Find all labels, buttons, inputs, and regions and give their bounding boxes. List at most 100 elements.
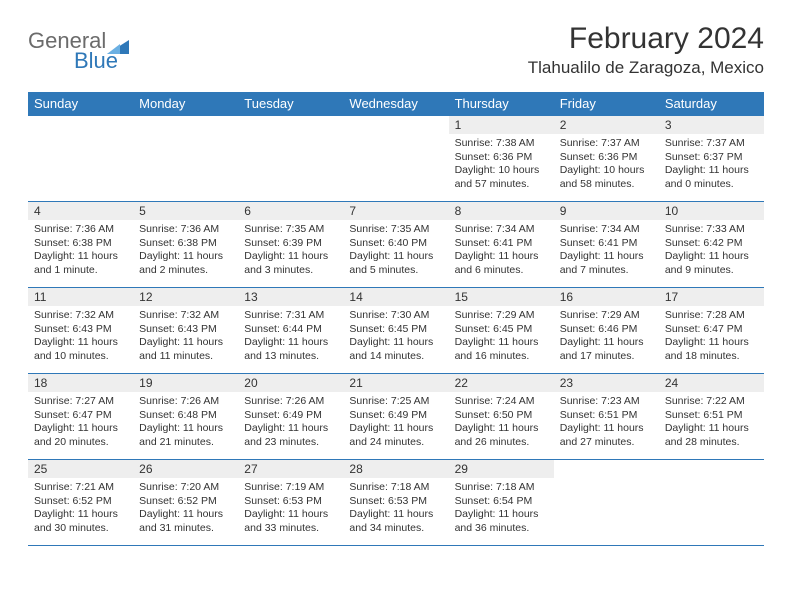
calendar-day-cell: 24Sunrise: 7:22 AMSunset: 6:51 PMDayligh… [659,374,764,460]
daylight-text: Daylight: 11 hours and 16 minutes. [455,336,548,363]
daylight-text: Daylight: 11 hours and 34 minutes. [349,508,442,535]
day-details: Sunrise: 7:30 AMSunset: 6:45 PMDaylight:… [343,306,448,368]
calendar-day-cell: 23Sunrise: 7:23 AMSunset: 6:51 PMDayligh… [554,374,659,460]
sunrise-text: Sunrise: 7:29 AM [455,309,548,323]
daylight-text: Daylight: 11 hours and 24 minutes. [349,422,442,449]
calendar-week-row: 18Sunrise: 7:27 AMSunset: 6:47 PMDayligh… [28,374,764,460]
day-details: Sunrise: 7:24 AMSunset: 6:50 PMDaylight:… [449,392,554,454]
day-number: 3 [659,116,764,134]
calendar-day-cell: 9Sunrise: 7:34 AMSunset: 6:41 PMDaylight… [554,202,659,288]
day-number: 23 [554,374,659,392]
sunset-text: Sunset: 6:54 PM [455,495,548,509]
day-details: Sunrise: 7:34 AMSunset: 6:41 PMDaylight:… [554,220,659,282]
day-number: 2 [554,116,659,134]
sunset-text: Sunset: 6:37 PM [665,151,758,165]
daylight-text: Daylight: 11 hours and 10 minutes. [34,336,127,363]
calendar-body: 1Sunrise: 7:38 AMSunset: 6:36 PMDaylight… [28,116,764,546]
sunrise-text: Sunrise: 7:26 AM [139,395,232,409]
daylight-text: Daylight: 11 hours and 7 minutes. [560,250,653,277]
calendar-day-cell [133,116,238,202]
day-details: Sunrise: 7:18 AMSunset: 6:54 PMDaylight:… [449,478,554,540]
day-number: 1 [449,116,554,134]
daylight-text: Daylight: 11 hours and 33 minutes. [244,508,337,535]
day-details: Sunrise: 7:31 AMSunset: 6:44 PMDaylight:… [238,306,343,368]
sunrise-text: Sunrise: 7:36 AM [139,223,232,237]
daylight-text: Daylight: 11 hours and 23 minutes. [244,422,337,449]
sunset-text: Sunset: 6:41 PM [455,237,548,251]
weekday-header: Friday [554,92,659,116]
daylight-text: Daylight: 10 hours and 58 minutes. [560,164,653,191]
day-number: 13 [238,288,343,306]
calendar-day-cell [238,116,343,202]
sunset-text: Sunset: 6:38 PM [34,237,127,251]
day-details: Sunrise: 7:25 AMSunset: 6:49 PMDaylight:… [343,392,448,454]
sunrise-text: Sunrise: 7:26 AM [244,395,337,409]
calendar-day-cell: 15Sunrise: 7:29 AMSunset: 6:45 PMDayligh… [449,288,554,374]
day-number: 11 [28,288,133,306]
day-number: 14 [343,288,448,306]
sunset-text: Sunset: 6:44 PM [244,323,337,337]
sunset-text: Sunset: 6:43 PM [139,323,232,337]
sunset-text: Sunset: 6:52 PM [139,495,232,509]
sunset-text: Sunset: 6:51 PM [560,409,653,423]
day-details: Sunrise: 7:28 AMSunset: 6:47 PMDaylight:… [659,306,764,368]
sunrise-text: Sunrise: 7:30 AM [349,309,442,323]
weekday-header: Tuesday [238,92,343,116]
sunset-text: Sunset: 6:51 PM [665,409,758,423]
calendar-day-cell [343,116,448,202]
sunrise-text: Sunrise: 7:32 AM [139,309,232,323]
day-details: Sunrise: 7:34 AMSunset: 6:41 PMDaylight:… [449,220,554,282]
sunrise-text: Sunrise: 7:27 AM [34,395,127,409]
calendar-day-cell: 18Sunrise: 7:27 AMSunset: 6:47 PMDayligh… [28,374,133,460]
calendar-table: SundayMondayTuesdayWednesdayThursdayFrid… [28,92,764,546]
sunset-text: Sunset: 6:42 PM [665,237,758,251]
sunset-text: Sunset: 6:53 PM [349,495,442,509]
calendar-day-cell: 19Sunrise: 7:26 AMSunset: 6:48 PMDayligh… [133,374,238,460]
calendar-day-cell: 21Sunrise: 7:25 AMSunset: 6:49 PMDayligh… [343,374,448,460]
calendar-header-row: SundayMondayTuesdayWednesdayThursdayFrid… [28,92,764,116]
day-details: Sunrise: 7:37 AMSunset: 6:36 PMDaylight:… [554,134,659,196]
day-number: 27 [238,460,343,478]
day-number: 29 [449,460,554,478]
sunrise-text: Sunrise: 7:21 AM [34,481,127,495]
day-details: Sunrise: 7:18 AMSunset: 6:53 PMDaylight:… [343,478,448,540]
brand-logo: GeneralBlue [28,28,129,74]
sunrise-text: Sunrise: 7:28 AM [665,309,758,323]
day-number: 26 [133,460,238,478]
day-details: Sunrise: 7:26 AMSunset: 6:49 PMDaylight:… [238,392,343,454]
day-number: 16 [554,288,659,306]
sunrise-text: Sunrise: 7:20 AM [139,481,232,495]
brand-part2: Blue [28,48,129,74]
sunrise-text: Sunrise: 7:32 AM [34,309,127,323]
sunset-text: Sunset: 6:41 PM [560,237,653,251]
day-details: Sunrise: 7:35 AMSunset: 6:40 PMDaylight:… [343,220,448,282]
day-number: 24 [659,374,764,392]
daylight-text: Daylight: 11 hours and 5 minutes. [349,250,442,277]
weekday-header: Monday [133,92,238,116]
day-number: 21 [343,374,448,392]
sunset-text: Sunset: 6:38 PM [139,237,232,251]
daylight-text: Daylight: 11 hours and 28 minutes. [665,422,758,449]
sunrise-text: Sunrise: 7:19 AM [244,481,337,495]
calendar-week-row: 11Sunrise: 7:32 AMSunset: 6:43 PMDayligh… [28,288,764,374]
sunset-text: Sunset: 6:53 PM [244,495,337,509]
daylight-text: Daylight: 11 hours and 6 minutes. [455,250,548,277]
sunrise-text: Sunrise: 7:37 AM [665,137,758,151]
day-details: Sunrise: 7:32 AMSunset: 6:43 PMDaylight:… [133,306,238,368]
sunrise-text: Sunrise: 7:25 AM [349,395,442,409]
calendar-day-cell: 14Sunrise: 7:30 AMSunset: 6:45 PMDayligh… [343,288,448,374]
sunset-text: Sunset: 6:43 PM [34,323,127,337]
day-number: 22 [449,374,554,392]
daylight-text: Daylight: 11 hours and 11 minutes. [139,336,232,363]
sunset-text: Sunset: 6:47 PM [34,409,127,423]
weekday-header: Saturday [659,92,764,116]
sunrise-text: Sunrise: 7:18 AM [455,481,548,495]
page-title: February 2024 [528,22,764,56]
day-number: 8 [449,202,554,220]
calendar-day-cell: 1Sunrise: 7:38 AMSunset: 6:36 PMDaylight… [449,116,554,202]
calendar-day-cell: 11 Sunrise: 7:32 AMSunset: 6:43 PMDayligh… [28,288,133,374]
sunset-text: Sunset: 6:46 PM [560,323,653,337]
daylight-text: Daylight: 11 hours and 20 minutes. [34,422,127,449]
calendar-week-row: 25Sunrise: 7:21 AMSunset: 6:52 PMDayligh… [28,460,764,546]
daylight-text: Daylight: 11 hours and 30 minutes. [34,508,127,535]
